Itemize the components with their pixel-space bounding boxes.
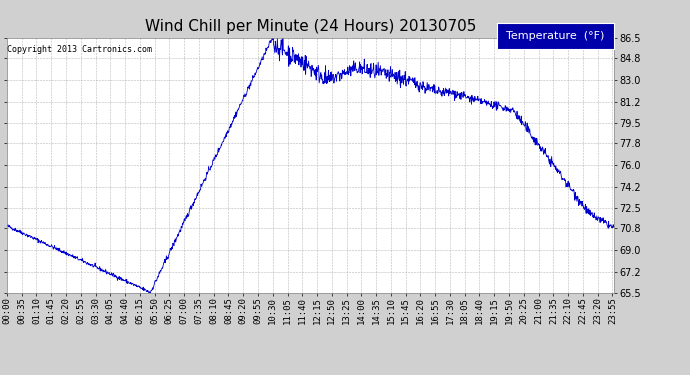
Text: Copyright 2013 Cartronics.com: Copyright 2013 Cartronics.com (7, 45, 152, 54)
Text: Wind Chill per Minute (24 Hours) 20130705: Wind Chill per Minute (24 Hours) 2013070… (145, 19, 476, 34)
Text: Temperature  (°F): Temperature (°F) (506, 31, 604, 40)
